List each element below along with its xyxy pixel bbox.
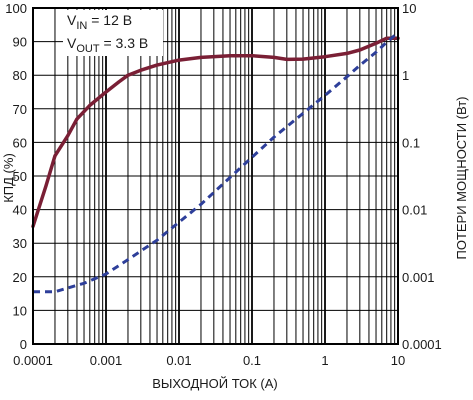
x-tick-label: 1 [321, 353, 328, 368]
y-left-tick-label: 70 [13, 102, 27, 117]
efficiency-line [31, 36, 400, 229]
y-right-tick-label: 0.0001 [402, 337, 442, 352]
y-right-tick-label: 10 [402, 1, 416, 16]
y-left-tick-label: 20 [13, 270, 27, 285]
plot-border [32, 7, 399, 345]
vout-subscript: OUT [76, 43, 100, 55]
y-left-tick-label: 10 [13, 303, 27, 318]
y-left-tick-label: 90 [13, 35, 27, 50]
tick-labels: 0.0001 0.001 0.01 0.1 1 100102030405060708090… [5, 1, 441, 368]
x-tick-label: 0.01 [166, 353, 191, 368]
annotation-background [63, 10, 163, 56]
vin-base: V [67, 12, 77, 28]
x-tick-label: 0.1 [243, 353, 261, 368]
vout-value: = 3.3 В [100, 35, 149, 51]
vin-label: VIN = 12 В [67, 12, 132, 32]
vin-value: = 12 В [87, 12, 132, 28]
x-tick-label: 0.0001 [13, 353, 53, 368]
y-right-tick-label: 0.01 [402, 203, 427, 218]
y-left-tick-label: 50 [13, 169, 27, 184]
y-left-tick-label: 40 [13, 203, 27, 218]
y-right-tick-label: 0.1 [402, 135, 420, 150]
vout-base: V [67, 35, 77, 51]
power-loss-line [33, 31, 399, 294]
y-right-tick-label: 1 [402, 68, 409, 83]
y-left-tick-label: 0 [20, 337, 27, 352]
vin-subscript: IN [76, 20, 87, 32]
y-right-tick-label: 0.001 [402, 270, 435, 285]
y-left-tick-label: 60 [13, 135, 27, 150]
x-tick-label: 10 [391, 353, 405, 368]
vout-label: VOUT = 3.3 В [67, 35, 148, 55]
y-left-tick-label: 80 [13, 68, 27, 83]
y-left-tick-label: 30 [13, 236, 27, 251]
y-right-axis-title: ПОТЕРИ МОЩНОСТИ (Вт) [454, 96, 469, 259]
y-left-tick-label: 100 [5, 1, 27, 16]
y-left-axis-title: КПД (%) [1, 153, 16, 203]
x-axis-title: ВЫХОДНОЙ ТОК (A) [152, 376, 278, 391]
grid [33, 8, 398, 344]
x-tick-label: 0.001 [90, 353, 123, 368]
plot-frame [32, 7, 399, 345]
series-layer [31, 31, 400, 294]
conditions-annotation: VIN = 12 В VOUT = 3.3 В [63, 10, 163, 56]
